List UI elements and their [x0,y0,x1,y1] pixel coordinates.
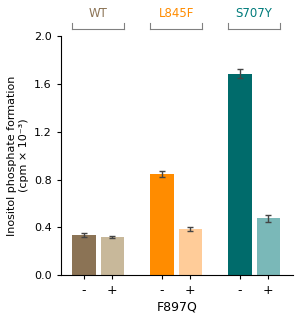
Bar [178,229,202,275]
Text: L845F: L845F [158,7,194,20]
Bar [228,74,252,275]
Bar [73,235,96,275]
Bar [150,174,174,275]
Text: WT: WT [89,7,108,20]
X-axis label: F897Q: F897Q [157,300,197,313]
Y-axis label: Inositol phosphate formation
(cpm × 10⁻³): Inositol phosphate formation (cpm × 10⁻³… [7,76,28,236]
Bar [256,219,280,275]
Text: S707Y: S707Y [236,7,272,20]
Bar [101,237,124,275]
